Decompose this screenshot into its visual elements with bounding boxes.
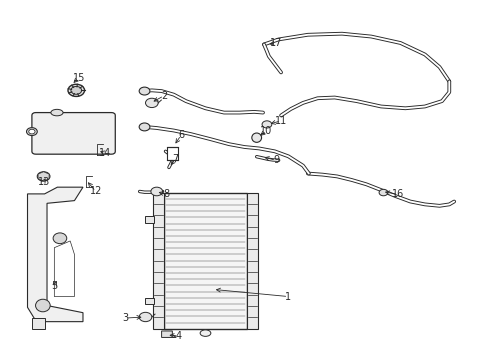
Ellipse shape (139, 312, 152, 321)
Ellipse shape (26, 128, 37, 135)
Text: 13: 13 (38, 177, 50, 187)
Ellipse shape (378, 189, 387, 196)
Ellipse shape (262, 121, 271, 128)
Ellipse shape (53, 233, 67, 244)
Text: 5: 5 (51, 281, 57, 291)
Ellipse shape (68, 84, 84, 96)
Text: 7: 7 (172, 154, 178, 164)
Polygon shape (27, 187, 83, 321)
Ellipse shape (29, 129, 35, 134)
Bar (163, 193, 246, 329)
Polygon shape (54, 241, 74, 297)
Ellipse shape (145, 98, 158, 108)
Text: 11: 11 (274, 116, 286, 126)
Text: 16: 16 (391, 189, 404, 199)
Text: 2: 2 (161, 91, 167, 101)
Polygon shape (161, 331, 176, 337)
Text: 17: 17 (269, 38, 282, 48)
Text: 6: 6 (178, 130, 184, 140)
Bar (246, 193, 257, 329)
Bar (144, 298, 154, 304)
FancyBboxPatch shape (32, 113, 115, 154)
Bar (153, 193, 163, 329)
Ellipse shape (139, 87, 150, 95)
Polygon shape (32, 318, 44, 329)
Text: 3: 3 (122, 313, 128, 323)
Text: 4: 4 (175, 331, 182, 341)
Ellipse shape (200, 330, 210, 336)
Ellipse shape (71, 86, 81, 94)
Text: 1: 1 (285, 292, 291, 302)
Text: 15: 15 (72, 73, 85, 83)
Ellipse shape (51, 109, 63, 116)
Text: 9: 9 (273, 155, 279, 165)
Ellipse shape (37, 172, 50, 181)
Ellipse shape (36, 299, 50, 312)
Text: 12: 12 (89, 186, 102, 197)
Bar (144, 216, 154, 222)
Ellipse shape (139, 123, 150, 131)
Text: 14: 14 (99, 148, 111, 158)
Ellipse shape (251, 133, 261, 142)
Bar (167, 147, 178, 160)
Text: 8: 8 (163, 189, 169, 199)
Text: 10: 10 (260, 126, 272, 135)
Ellipse shape (151, 187, 162, 196)
Ellipse shape (40, 174, 47, 179)
